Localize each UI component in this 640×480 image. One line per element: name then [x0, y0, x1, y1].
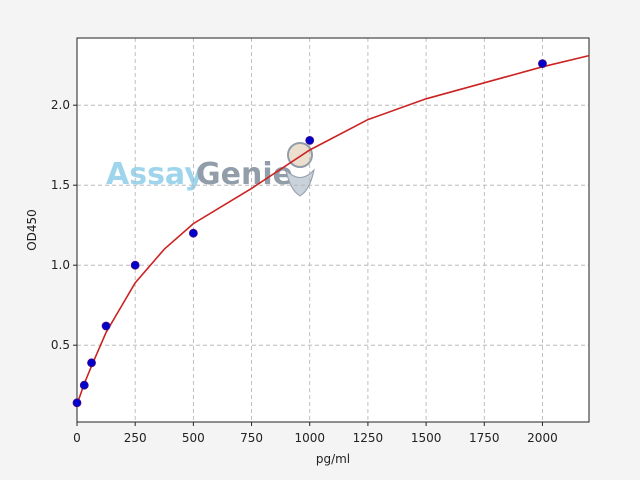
- data-point: [79, 380, 89, 390]
- x-tick-label: 750: [240, 431, 263, 445]
- watermark: Assay Genie: [106, 142, 315, 197]
- y-tick-label: 1.5: [51, 178, 70, 192]
- axes-frame: [76, 37, 590, 423]
- data-point: [305, 135, 315, 145]
- x-tick-label: 0: [73, 431, 81, 445]
- x-tick-label: 500: [182, 431, 205, 445]
- y-axis-label: OD450: [25, 209, 39, 251]
- y-tick-label: 2.0: [51, 98, 70, 112]
- data-point: [101, 321, 111, 331]
- x-axis-label: pg/ml: [316, 452, 350, 466]
- x-tick-label: 1250: [353, 431, 384, 445]
- plot-area: [77, 38, 589, 422]
- watermark-text: Assay: [106, 157, 204, 192]
- x-tick-label: 1750: [469, 431, 500, 445]
- data-point: [538, 59, 547, 68]
- data-point: [130, 260, 140, 270]
- y-tick-label: 0.5: [51, 338, 70, 352]
- x-tick-label: 250: [124, 431, 147, 445]
- x-tick-label: 1500: [411, 431, 442, 445]
- y-tick-label: 1.0: [51, 258, 70, 272]
- x-tick-label: 1000: [294, 431, 325, 445]
- data-point: [188, 228, 198, 238]
- data-point: [87, 358, 96, 368]
- watermark-icon: [285, 168, 315, 197]
- watermark-icon: [287, 142, 313, 168]
- data-point: [72, 398, 82, 408]
- x-tick-label: 2000: [527, 431, 558, 445]
- watermark-text: Genie: [196, 157, 293, 192]
